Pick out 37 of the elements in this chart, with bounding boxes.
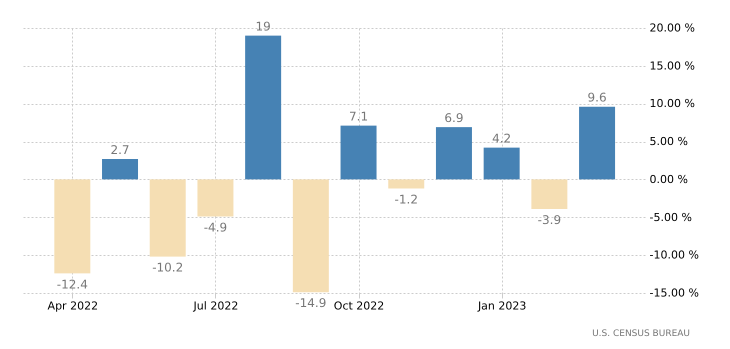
text: U.S. CENSUS BUREAU [592,329,690,339]
bar [388,179,424,189]
x-tick-label: Jul 2022 [192,300,238,312]
y-tick-label: -10.00 % [650,248,699,262]
bar [54,179,90,274]
y-tick-label: 5.00 % [650,135,688,148]
x-tick-label: Apr 2022 [48,300,98,312]
bar [245,36,282,180]
bar [197,179,234,217]
data-label: -12.4 [56,277,88,292]
bar [531,179,568,209]
data-label: -4.9 [204,220,228,235]
bar [292,179,329,292]
data-label: 2.7 [110,142,130,157]
y-tick-label: -5.00 % [650,210,692,224]
y-tick-label: 0.00 % [650,172,688,186]
bar [102,158,138,180]
y-tick-label: -15.00 % [650,286,699,300]
data-label: 4.2 [492,132,512,146]
data-label: 7.1 [349,110,368,124]
x-tick-label: Jan 2023 [476,300,526,312]
bar [579,106,616,180]
data-label: 9.6 [588,90,607,105]
data-label: 19 [255,20,271,34]
bar [150,179,186,257]
bar [340,126,377,180]
x-tick-label: Oct 2022 [334,300,384,312]
bar [484,148,520,180]
data-label: -14.9 [295,296,326,310]
data-label: -3.9 [538,212,562,227]
y-tick-label: 20.00 % [650,22,695,34]
y-tick-label: 10.00 % [650,97,695,110]
y-tick-label: 15.00 % [650,59,695,72]
data-label: 6.9 [444,111,464,126]
bar [436,127,472,180]
data-label: -10.2 [152,260,184,275]
data-label: -1.2 [394,192,418,207]
